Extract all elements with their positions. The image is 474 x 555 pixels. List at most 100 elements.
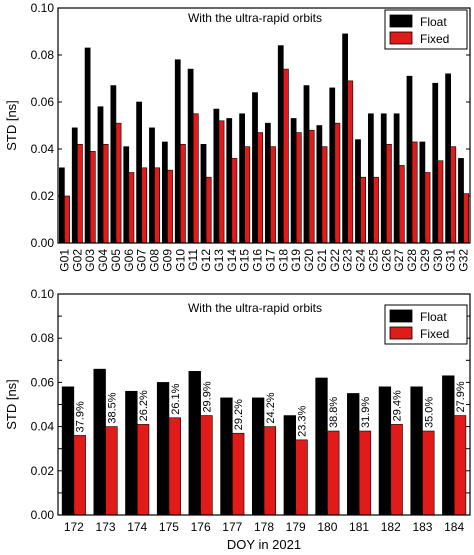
- bottom-bar-float: [188, 371, 201, 516]
- top-x-tick-label: G08: [148, 249, 162, 272]
- top-x-tick-label: G20: [302, 249, 316, 272]
- top-bar-float: [264, 122, 271, 244]
- top-bar-float: [380, 113, 387, 244]
- bottom-chart-title: With the ultra-rapid orbits: [188, 301, 322, 315]
- top-bar-fixed: [231, 158, 238, 244]
- top-bar-fixed: [398, 165, 405, 244]
- top-x-tick-label: G19: [289, 249, 303, 272]
- top-x-tick-label: G23: [341, 249, 355, 272]
- top-bar-float: [84, 47, 91, 244]
- top-bar-float: [136, 101, 142, 244]
- top-y-tick-label: 0.10: [31, 1, 55, 15]
- top-x-tick-label: G14: [225, 249, 239, 272]
- top-bar-float: [419, 141, 426, 244]
- top-x-tick-label: G16: [251, 249, 265, 272]
- bottom-bar-fixed: [105, 426, 118, 516]
- bottom-legend-label-float: Float: [420, 310, 447, 324]
- top-y-tick-label: 0.06: [31, 95, 55, 109]
- bottom-y-tick-label: 0.00: [31, 508, 55, 522]
- bottom-bar-label: 29.4%: [392, 390, 404, 421]
- top-bar-float: [355, 139, 361, 244]
- top-bar-float: [342, 33, 348, 244]
- top-y-axis-label: STD [ns]: [4, 100, 19, 151]
- top-bar-fixed: [463, 193, 470, 244]
- top-x-tick-label: G24: [354, 249, 368, 272]
- bottom-bar-float: [93, 368, 106, 516]
- top-bar-fixed: [270, 146, 276, 244]
- top-x-tick-label: G32: [457, 249, 471, 272]
- top-bar-fixed: [154, 167, 161, 244]
- top-bar-fixed: [192, 113, 199, 244]
- bottom-bar-fixed: [263, 426, 277, 516]
- bottom-y-tick-label: 0.10: [31, 287, 55, 301]
- bottom-y-tick-label: 0.08: [31, 331, 55, 345]
- bottom-x-tick-label: 183: [412, 520, 432, 534]
- bottom-bar-fixed: [327, 430, 340, 516]
- top-bar-fixed: [424, 172, 431, 244]
- top-bar-float: [97, 106, 104, 244]
- top-x-tick-label: G21: [315, 249, 329, 272]
- top-x-tick-label: G11: [186, 249, 200, 271]
- top-bar-fixed: [373, 176, 379, 244]
- top-bar-float: [445, 73, 451, 244]
- top-x-tick-label: G04: [96, 249, 110, 272]
- top-x-tick-label: G30: [431, 249, 445, 272]
- top-bar-float: [200, 144, 207, 244]
- bottom-legend-label-fixed: Fixed: [420, 327, 449, 341]
- bottom-x-tick-label: 178: [254, 520, 274, 534]
- top-legend-label-float: Float: [420, 15, 447, 29]
- top-x-tick-label: G07: [135, 249, 149, 272]
- top-y-tick-label: 0.04: [31, 142, 55, 156]
- bottom-y-tick-label: 0.04: [31, 420, 55, 434]
- bottom-x-tick-label: 174: [127, 520, 147, 534]
- bottom-x-axis-label: DOY in 2021: [227, 537, 301, 550]
- top-bar-fixed: [334, 122, 341, 244]
- top-x-tick-label: G27: [392, 249, 406, 272]
- bottom-x-tick-label: 182: [381, 520, 401, 534]
- top-x-tick-label: G06: [122, 249, 136, 272]
- top-bar-float: [239, 113, 245, 244]
- bottom-x-tick-label: 179: [286, 520, 306, 534]
- bottom-bar-float: [156, 382, 170, 516]
- top-x-tick-label: G25: [366, 249, 380, 272]
- top-bar-float: [393, 113, 400, 244]
- bottom-x-tick-label: 173: [96, 520, 116, 534]
- top-bar-float: [187, 68, 194, 244]
- bottom-legend-swatch-float: [389, 309, 413, 323]
- top-bar-fixed: [115, 122, 122, 244]
- top-plot-frame: [57, 7, 471, 244]
- top-x-tick-label: G28: [405, 249, 419, 272]
- top-bar-fixed: [386, 144, 392, 244]
- bottom-bar-fixed: [136, 424, 150, 516]
- bottom-bar-float: [347, 393, 360, 516]
- top-legend-swatch-fixed: [389, 31, 413, 45]
- top-bar-fixed: [218, 120, 225, 244]
- bottom-x-tick-label: 175: [159, 520, 179, 534]
- bottom-bar-label: 38.5%: [106, 392, 118, 423]
- bottom-bar-label: 26.2%: [138, 390, 150, 421]
- top-bar-fixed: [411, 141, 418, 244]
- top-bar-float: [213, 108, 220, 244]
- top-bar-float: [329, 87, 336, 244]
- top-bar-float: [149, 127, 155, 244]
- bottom-y-axis-label: STD [ns]: [4, 379, 19, 430]
- top-bar-fixed: [180, 144, 186, 244]
- top-bar-float: [277, 45, 284, 244]
- bottom-bar-float: [220, 397, 233, 516]
- top-y-tick-label: 0.00: [31, 236, 55, 250]
- top-x-tick-label: G22: [328, 249, 342, 272]
- top-x-tick-label: G31: [444, 249, 458, 272]
- bottom-bar-fixed: [295, 439, 308, 516]
- bottom-bar-float: [410, 386, 423, 516]
- top-x-tick-label: G29: [418, 249, 432, 272]
- top-x-tick-label: G03: [83, 249, 97, 272]
- bottom-bar-fixed: [390, 424, 403, 516]
- top-bar-float: [123, 146, 130, 244]
- top-bar-float: [252, 92, 258, 244]
- top-bar-fixed: [257, 132, 264, 244]
- bottom-bar-label: 26.1%: [170, 383, 182, 414]
- bottom-bar-fixed: [73, 435, 86, 516]
- bottom-x-tick-label: 181: [349, 520, 369, 534]
